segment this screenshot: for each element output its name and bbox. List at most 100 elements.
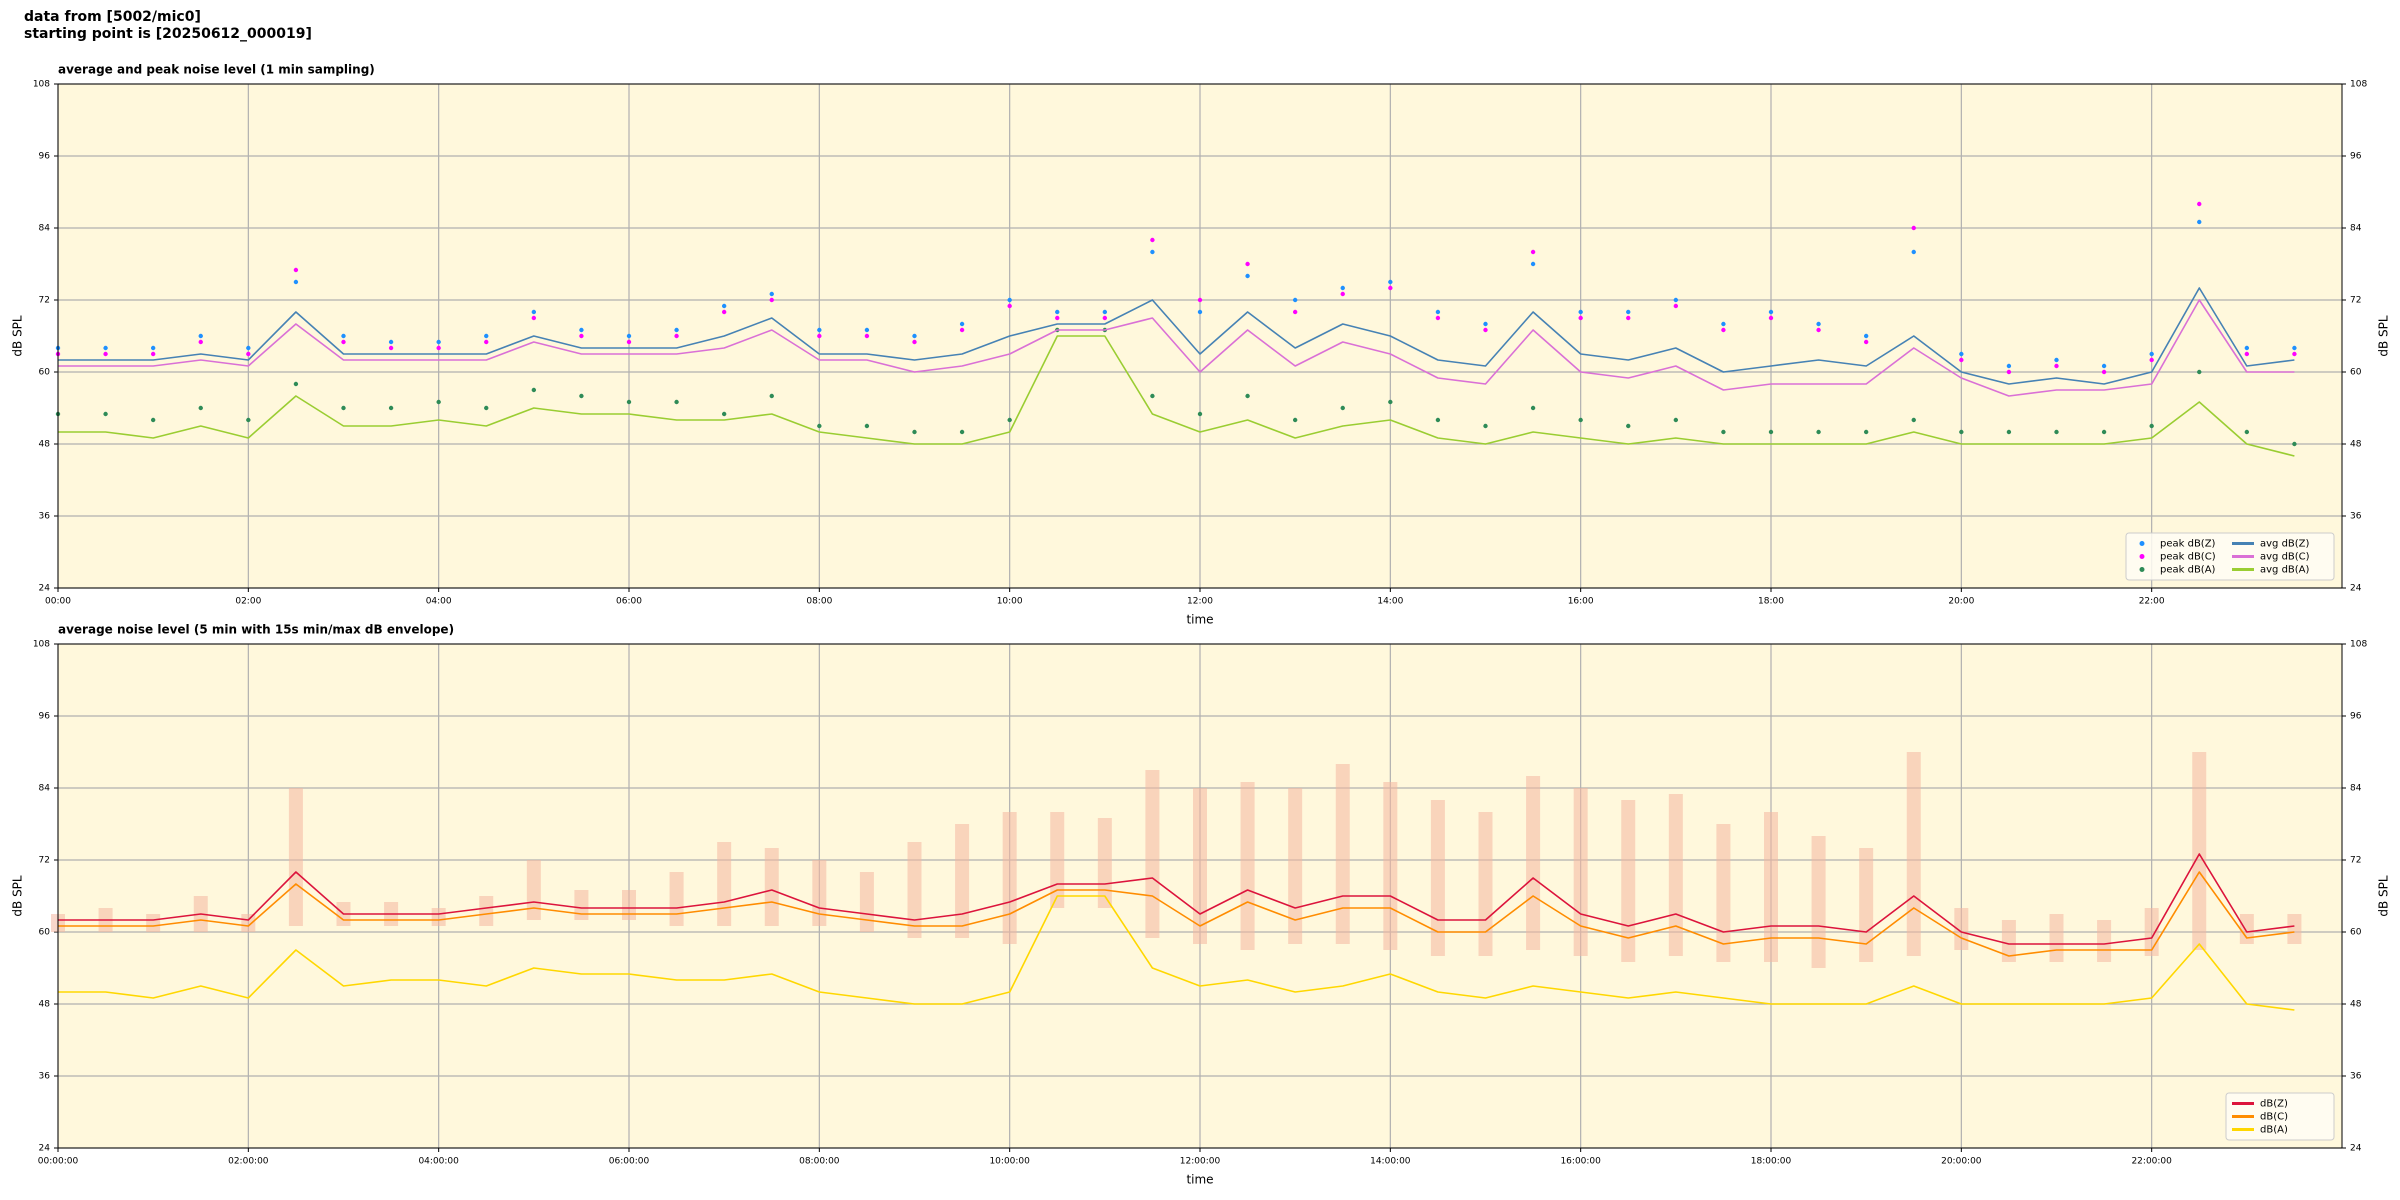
peak-point [959,429,965,435]
header-line: starting point is [20250612_000019] [24,26,312,42]
x-tick-label: 20:00:00 [1941,1157,1982,1167]
y-tick-label: 60 [39,928,51,938]
y-tick-label: 108 [33,640,50,650]
peak-point [1626,315,1631,321]
peak-point [2244,429,2250,435]
peak-point [1768,429,1774,435]
peak-point [1721,321,1726,327]
y-tick-label: 108 [2350,640,2367,650]
y-tick-label: 96 [39,152,51,162]
peak-point [436,399,441,405]
peak-point [1007,297,1012,303]
peak-point [2197,219,2202,225]
peak-point [2197,369,2202,375]
peak-point [1197,411,1203,417]
x-axis-label: time [1186,613,1213,627]
peak-point [150,345,156,351]
y-tick-label: 96 [2350,712,2362,722]
legend-label: peak dB(Z) [2160,539,2216,550]
y-tick-label: 96 [2350,152,2362,162]
peak-point [1055,309,1060,315]
header-line: data from [5002/mic0] [24,9,201,25]
x-tick-label: 06:00:00 [609,1157,650,1167]
peak-point [1435,309,1441,315]
series-line [58,335,2295,457]
peak-point [1673,303,1679,309]
y-tick-label: 84 [39,224,51,234]
peak-point [864,423,870,429]
peak-point [1959,357,1964,363]
peak-point [1055,315,1060,321]
peak-point [817,327,822,333]
peak-point [912,333,917,339]
x-tick-label: 18:00:00 [1751,1157,1792,1167]
peak-point [817,423,822,429]
peak-point [1673,417,1679,423]
peak-point [579,333,584,339]
series-line [58,299,2295,397]
peak-point [1150,249,1155,255]
x-tick-label: 12:00:00 [1180,1157,1221,1167]
peak-point [484,333,489,339]
peak-point [1863,339,1869,345]
peak-point [1578,309,1583,315]
peak-point [912,339,917,345]
peak-point [246,351,251,357]
x-tick-label: 16:00 [1568,597,1594,607]
peak-point [531,387,537,393]
x-tick-label: 02:00:00 [228,1157,269,1167]
peak-point [1959,351,1964,357]
peak-point [1340,291,1345,297]
plot-frame [57,83,2343,589]
peak-point [2197,201,2202,207]
peak-point [674,327,679,333]
peak-point [293,279,299,285]
legend-marker [2139,541,2145,546]
peak-point [1483,321,1488,327]
peak-point [2149,357,2154,363]
peak-point [1197,297,1203,303]
peak-point [1768,315,1774,321]
peak-point [2149,351,2154,357]
legend-label: peak dB(A) [2160,565,2216,576]
peak-point [531,309,537,315]
legend-label: avg dB(A) [2260,565,2310,576]
y-tick-label: 72 [39,856,50,866]
peak-point [579,327,584,333]
series-line [58,287,2295,385]
peak-point [1150,393,1155,399]
x-tick-label: 02:00 [235,597,261,607]
peak-point [2244,345,2250,351]
peak-point [2006,429,2012,435]
peak-point [388,345,394,351]
peak-point [769,393,774,399]
x-tick-label: 08:00:00 [799,1157,840,1167]
y-tick-label: 72 [2350,296,2361,306]
legend: peak dB(Z) peak dB(C) peak dB(A) avg dB(Z) a… [2125,532,2335,581]
peak-point [1768,309,1774,315]
legend-label: dB(A) [2260,1125,2288,1136]
peak-point [674,333,679,339]
peak-point [1530,249,1536,255]
peak-point [531,315,537,321]
peak-point [1483,423,1488,429]
plot-frame [57,643,2343,1149]
peak-point [769,297,774,303]
peak-point [246,345,251,351]
peak-point [1863,429,1869,435]
peak-point [1102,315,1108,321]
peak-point [484,339,489,345]
legend-box [2125,532,2335,581]
x-tick-label: 14:00:00 [1370,1157,1411,1167]
y-tick-label: 48 [2350,1000,2362,1010]
y-tick-label: 24 [39,1144,51,1154]
peak-point [959,321,965,327]
x-tick-label: 22:00 [2139,597,2165,607]
y-tick-label: 48 [39,440,51,450]
peak-point [1721,429,1726,435]
peak-point [912,429,917,435]
y-tick-label: 24 [2350,1144,2362,1154]
peak-point [2292,351,2297,357]
peak-point [1673,297,1679,303]
